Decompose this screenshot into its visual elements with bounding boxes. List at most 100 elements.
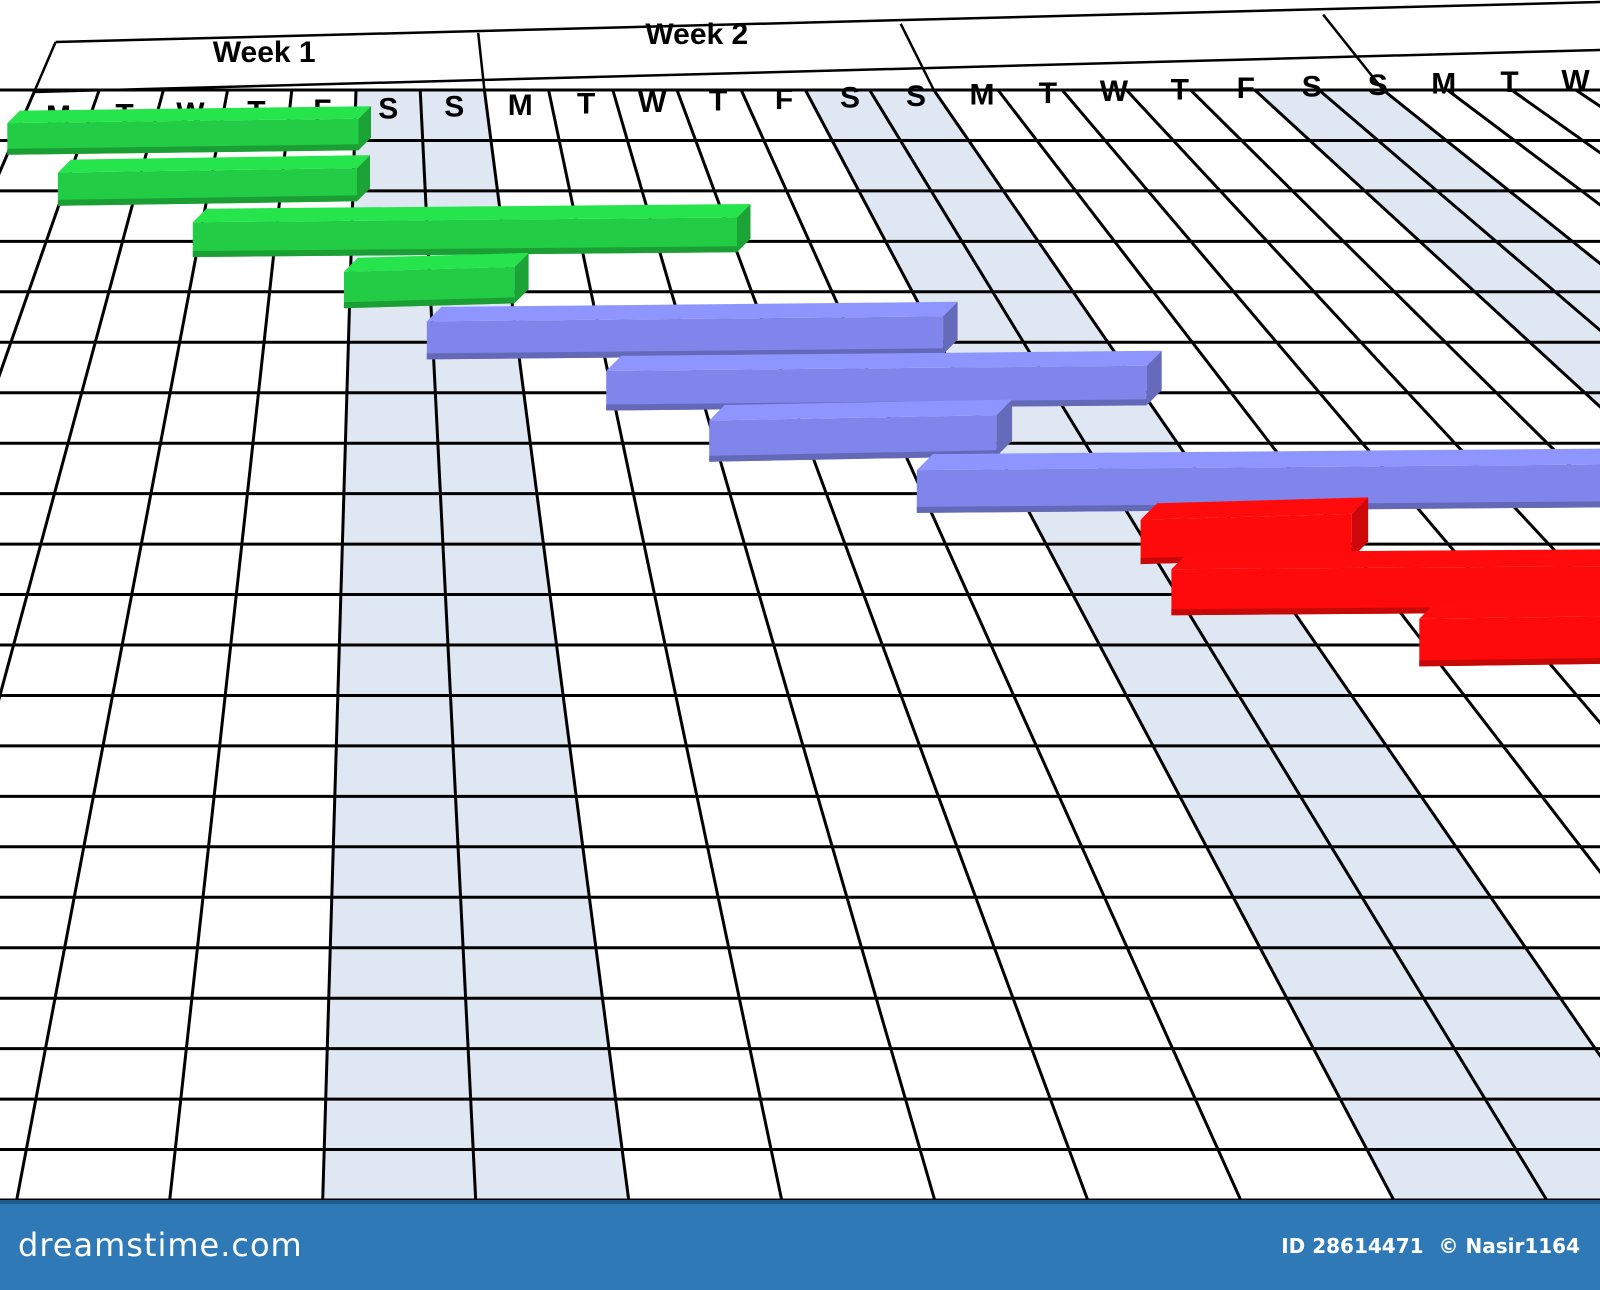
bar-front <box>426 316 944 360</box>
bar-top <box>916 448 1600 471</box>
footer-bar: dreamstime.com ID 28614471 © Nasir1164 <box>0 1200 1600 1290</box>
header-day-divider <box>1189 89 1194 93</box>
day-label: M <box>1431 67 1456 100</box>
bar-front <box>606 365 1147 411</box>
bar-side <box>1351 497 1369 559</box>
day-label: T <box>1500 66 1518 99</box>
header-day-divider <box>1575 88 1580 94</box>
grid-column-line <box>675 89 1090 1200</box>
day-label: M <box>970 78 995 111</box>
grid-column-line <box>611 89 937 1200</box>
header-day-divider <box>1253 89 1258 93</box>
grid-column-line <box>0 89 101 378</box>
header-day-divider <box>1061 89 1065 93</box>
footer-logo: dreamstime.com <box>18 1226 303 1264</box>
header-day-divider <box>1510 88 1516 94</box>
bar-top <box>343 252 529 272</box>
gantt-bar <box>343 252 529 309</box>
bar-top <box>606 350 1162 371</box>
footer-credit: ID 28614471 © Nasir1164 <box>1281 1234 1580 1258</box>
header-week-line <box>55 0 1600 44</box>
bar-bottom-edge <box>709 450 997 462</box>
image-id: ID 28614471 <box>1281 1234 1424 1258</box>
day-label: T <box>577 88 595 121</box>
header-day-divider <box>804 89 808 93</box>
bar-top <box>709 399 1013 421</box>
grid-column-line <box>1253 88 1600 409</box>
bar-bottom-edge <box>192 246 738 257</box>
bar-side <box>996 399 1013 457</box>
bar-side <box>357 155 370 202</box>
bar-top <box>192 204 751 223</box>
bar-front <box>1419 616 1600 667</box>
gantt-bar <box>426 301 958 360</box>
bar-side <box>737 204 751 253</box>
day-label: T <box>1039 77 1057 110</box>
gantt-bar <box>192 204 751 257</box>
header-day-divider <box>740 89 744 93</box>
gantt-bar <box>57 155 371 206</box>
week-label: Week 2 <box>645 18 748 51</box>
header-day-divider <box>611 89 615 93</box>
gantt-bar <box>606 350 1162 411</box>
bar-bottom-edge <box>7 144 359 155</box>
grid-column-line <box>15 89 230 1200</box>
grid-column-line <box>1125 88 1600 602</box>
bar-side <box>514 252 529 304</box>
grid-column-line <box>168 89 294 1200</box>
day-label: S <box>444 91 464 124</box>
bar-bottom-edge <box>343 297 515 309</box>
header-day-divider <box>868 89 872 93</box>
bar-front <box>709 415 997 462</box>
grid-column-line <box>0 89 165 701</box>
header-day-divider <box>1318 89 1323 93</box>
day-label: W <box>1561 64 1590 97</box>
grid-column-line <box>547 89 784 1200</box>
day-label: M <box>508 89 533 122</box>
grid-column-line <box>932 89 1600 1059</box>
gantt-bar <box>7 106 372 155</box>
header-day-divider <box>1446 88 1451 94</box>
header-week-divider <box>476 32 486 91</box>
day-label: F <box>775 83 793 116</box>
grid-column-line <box>1318 88 1600 333</box>
header-day-divider <box>932 89 937 93</box>
week-label: Week 1 <box>213 36 316 69</box>
bar-front <box>916 464 1600 513</box>
bar-top <box>1140 497 1369 520</box>
bar-bottom-edge <box>1419 657 1600 667</box>
grid-column-line <box>804 89 1396 1200</box>
bar-side <box>943 301 958 355</box>
grid-column-line <box>1189 88 1600 498</box>
day-label: F <box>1237 72 1255 105</box>
header-day-divider <box>675 89 679 93</box>
bar-top <box>1419 599 1600 619</box>
header-day-divider <box>1125 89 1130 93</box>
gantt-bar <box>1419 599 1600 667</box>
day-label: T <box>1171 74 1189 107</box>
day-label: S <box>1368 69 1388 102</box>
day-label: S <box>906 80 926 113</box>
grid-column-line <box>868 89 1548 1200</box>
header-day-line <box>34 48 1600 94</box>
bar-front <box>57 168 358 206</box>
author-credit: © Nasir1164 <box>1438 1234 1580 1258</box>
day-label: S <box>840 81 860 114</box>
bar-bottom-edge <box>426 348 944 360</box>
bar-front <box>343 266 515 309</box>
bar-top <box>1171 549 1600 570</box>
gantt-bar <box>709 399 1013 462</box>
bar-top <box>57 155 371 173</box>
header-week-divider <box>1322 13 1385 91</box>
day-label: T <box>709 85 727 118</box>
day-label: S <box>1302 71 1322 104</box>
grid-column-line <box>739 89 1243 1200</box>
header-day-divider <box>161 89 165 93</box>
header-week-divider <box>899 23 935 91</box>
bar-front <box>192 217 738 257</box>
header-day-divider <box>997 89 1001 93</box>
bar-top <box>426 301 958 322</box>
bar-side <box>358 106 371 151</box>
day-label: S <box>378 92 398 125</box>
